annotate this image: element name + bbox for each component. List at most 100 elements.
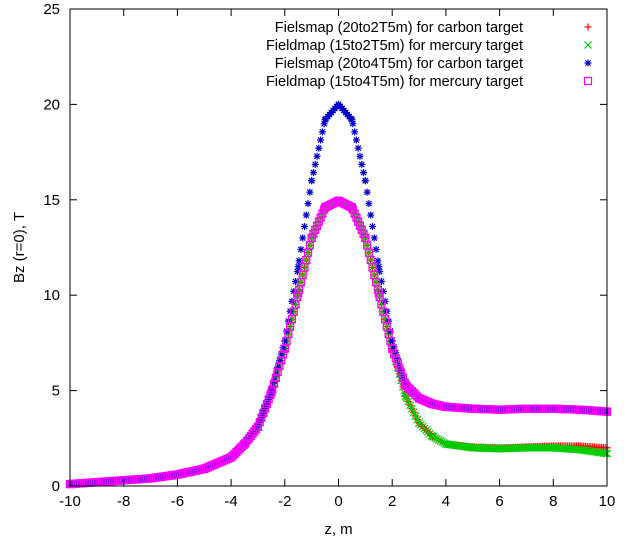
series-trace-marker	[388, 337, 396, 345]
series-trace-marker	[268, 385, 277, 394]
series-trace-marker	[261, 404, 270, 413]
series-trace-marker	[305, 241, 314, 250]
series-2	[66, 100, 611, 488]
series-trace-marker	[295, 257, 303, 265]
x-tick-label: 0	[334, 493, 342, 510]
series-trace-marker	[273, 367, 282, 377]
x-tick-label: -4	[224, 493, 237, 510]
series-trace-marker	[266, 390, 275, 399]
series-trace-marker	[389, 349, 399, 358]
series-trace-marker	[300, 263, 309, 272]
series-trace-marker	[363, 241, 372, 250]
x-tick-label: -10	[59, 493, 81, 510]
series-1	[66, 196, 611, 489]
x-tick-label: 8	[549, 493, 557, 510]
series-trace-marker	[352, 136, 360, 144]
series-trace-marker	[271, 373, 280, 382]
legend-marker	[584, 59, 592, 67]
x-tick-label: 10	[599, 493, 616, 510]
series-trace-marker	[300, 223, 308, 231]
series-trace-marker	[313, 152, 321, 160]
legend-marker	[583, 76, 593, 86]
y-tick-label: 25	[43, 1, 60, 18]
series-trace-marker	[397, 368, 406, 377]
series-3	[65, 196, 612, 489]
series-trace-marker	[296, 278, 305, 287]
series-trace-marker	[257, 413, 266, 422]
legend-entry-label: Fielsmap (20to4T5m) for carbon target	[275, 56, 523, 72]
series-trace-marker	[311, 160, 319, 168]
x-tick-label: -2	[278, 493, 291, 510]
legend-marker	[584, 23, 592, 31]
series-trace-marker	[356, 152, 364, 160]
series-trace-marker	[255, 418, 264, 427]
y-tick-label: 5	[52, 383, 60, 400]
series-trace-marker	[304, 200, 312, 208]
series-trace-marker	[365, 248, 373, 257]
x-tick-label: 4	[442, 493, 450, 510]
series-trace-marker	[259, 409, 268, 418]
series-trace-marker	[358, 160, 366, 168]
series-trace-marker	[309, 169, 317, 177]
series-trace-marker	[349, 120, 357, 128]
series-trace-marker	[393, 359, 402, 368]
series-trace-marker	[363, 188, 371, 196]
series-trace-marker	[372, 245, 380, 253]
series-trace-marker	[318, 128, 326, 136]
series-trace-marker	[264, 395, 273, 404]
series-trace-marker	[360, 169, 368, 177]
legend: Fielsmap (20to2T5m) for carbon target Fie…	[266, 20, 593, 90]
series-trace-marker	[269, 379, 279, 388]
series-trace-marker	[299, 234, 307, 242]
series-trace-marker	[277, 356, 286, 365]
series-trace-marker	[366, 256, 375, 265]
series-trace-marker	[601, 449, 610, 458]
series-trace-marker	[374, 257, 382, 265]
series-trace-marker	[367, 211, 375, 219]
series-trace-marker	[370, 234, 378, 242]
series-trace-marker	[354, 144, 362, 152]
x-tick-label: 2	[388, 493, 396, 510]
series-trace-marker	[372, 278, 381, 287]
legend-entry-label: Fielsmap (20to2T5m) for carbon target	[275, 20, 523, 36]
series-trace-marker	[275, 362, 284, 371]
x-tick-label: 6	[495, 493, 503, 510]
y-tick-label: 10	[43, 287, 60, 304]
series-trace-marker	[395, 363, 404, 373]
data-point	[294, 263, 302, 271]
series-trace-marker	[398, 373, 408, 382]
series-trace-marker	[297, 245, 305, 253]
y-tick-label: 15	[43, 192, 60, 209]
series-trace-marker	[365, 200, 373, 208]
y-tick-label: 0	[52, 478, 60, 495]
series-trace-marker	[253, 422, 263, 431]
y-axis-label: Bz (r=0), T	[11, 212, 28, 283]
series-trace-marker	[304, 248, 312, 257]
series-trace-marker	[369, 223, 377, 231]
x-tick-label: -6	[171, 493, 184, 510]
series-trace-marker	[361, 177, 369, 185]
legend-entry-label: Fieldmap (15to4T5m) for mercury target	[266, 74, 523, 90]
series-trace-marker	[388, 344, 397, 353]
axis-ticks: -10 -8 -6 -4 -2 0 2 4 6 8 10 0 5 10 15 20 25	[43, 1, 615, 510]
series-trace-marker	[308, 177, 316, 185]
series-trace-marker	[302, 211, 310, 219]
series-trace-marker	[391, 354, 400, 363]
series-trace-marker	[370, 270, 379, 279]
data-marks	[65, 100, 612, 489]
series-trace-marker	[306, 188, 314, 196]
series-trace-marker	[262, 399, 271, 409]
series-trace-marker	[317, 136, 325, 144]
series-trace-marker	[315, 144, 323, 152]
series-trace-marker	[281, 337, 289, 345]
x-tick-label: -8	[117, 493, 130, 510]
legend-marker	[584, 41, 592, 49]
x-axis-label: z, m	[324, 521, 352, 538]
series-trace-marker	[298, 270, 307, 279]
series-trace-marker	[278, 350, 288, 359]
series-trace-marker	[397, 366, 405, 374]
series-trace-marker	[302, 256, 311, 265]
series-0	[66, 197, 611, 488]
y-tick-label: 20	[43, 96, 60, 113]
